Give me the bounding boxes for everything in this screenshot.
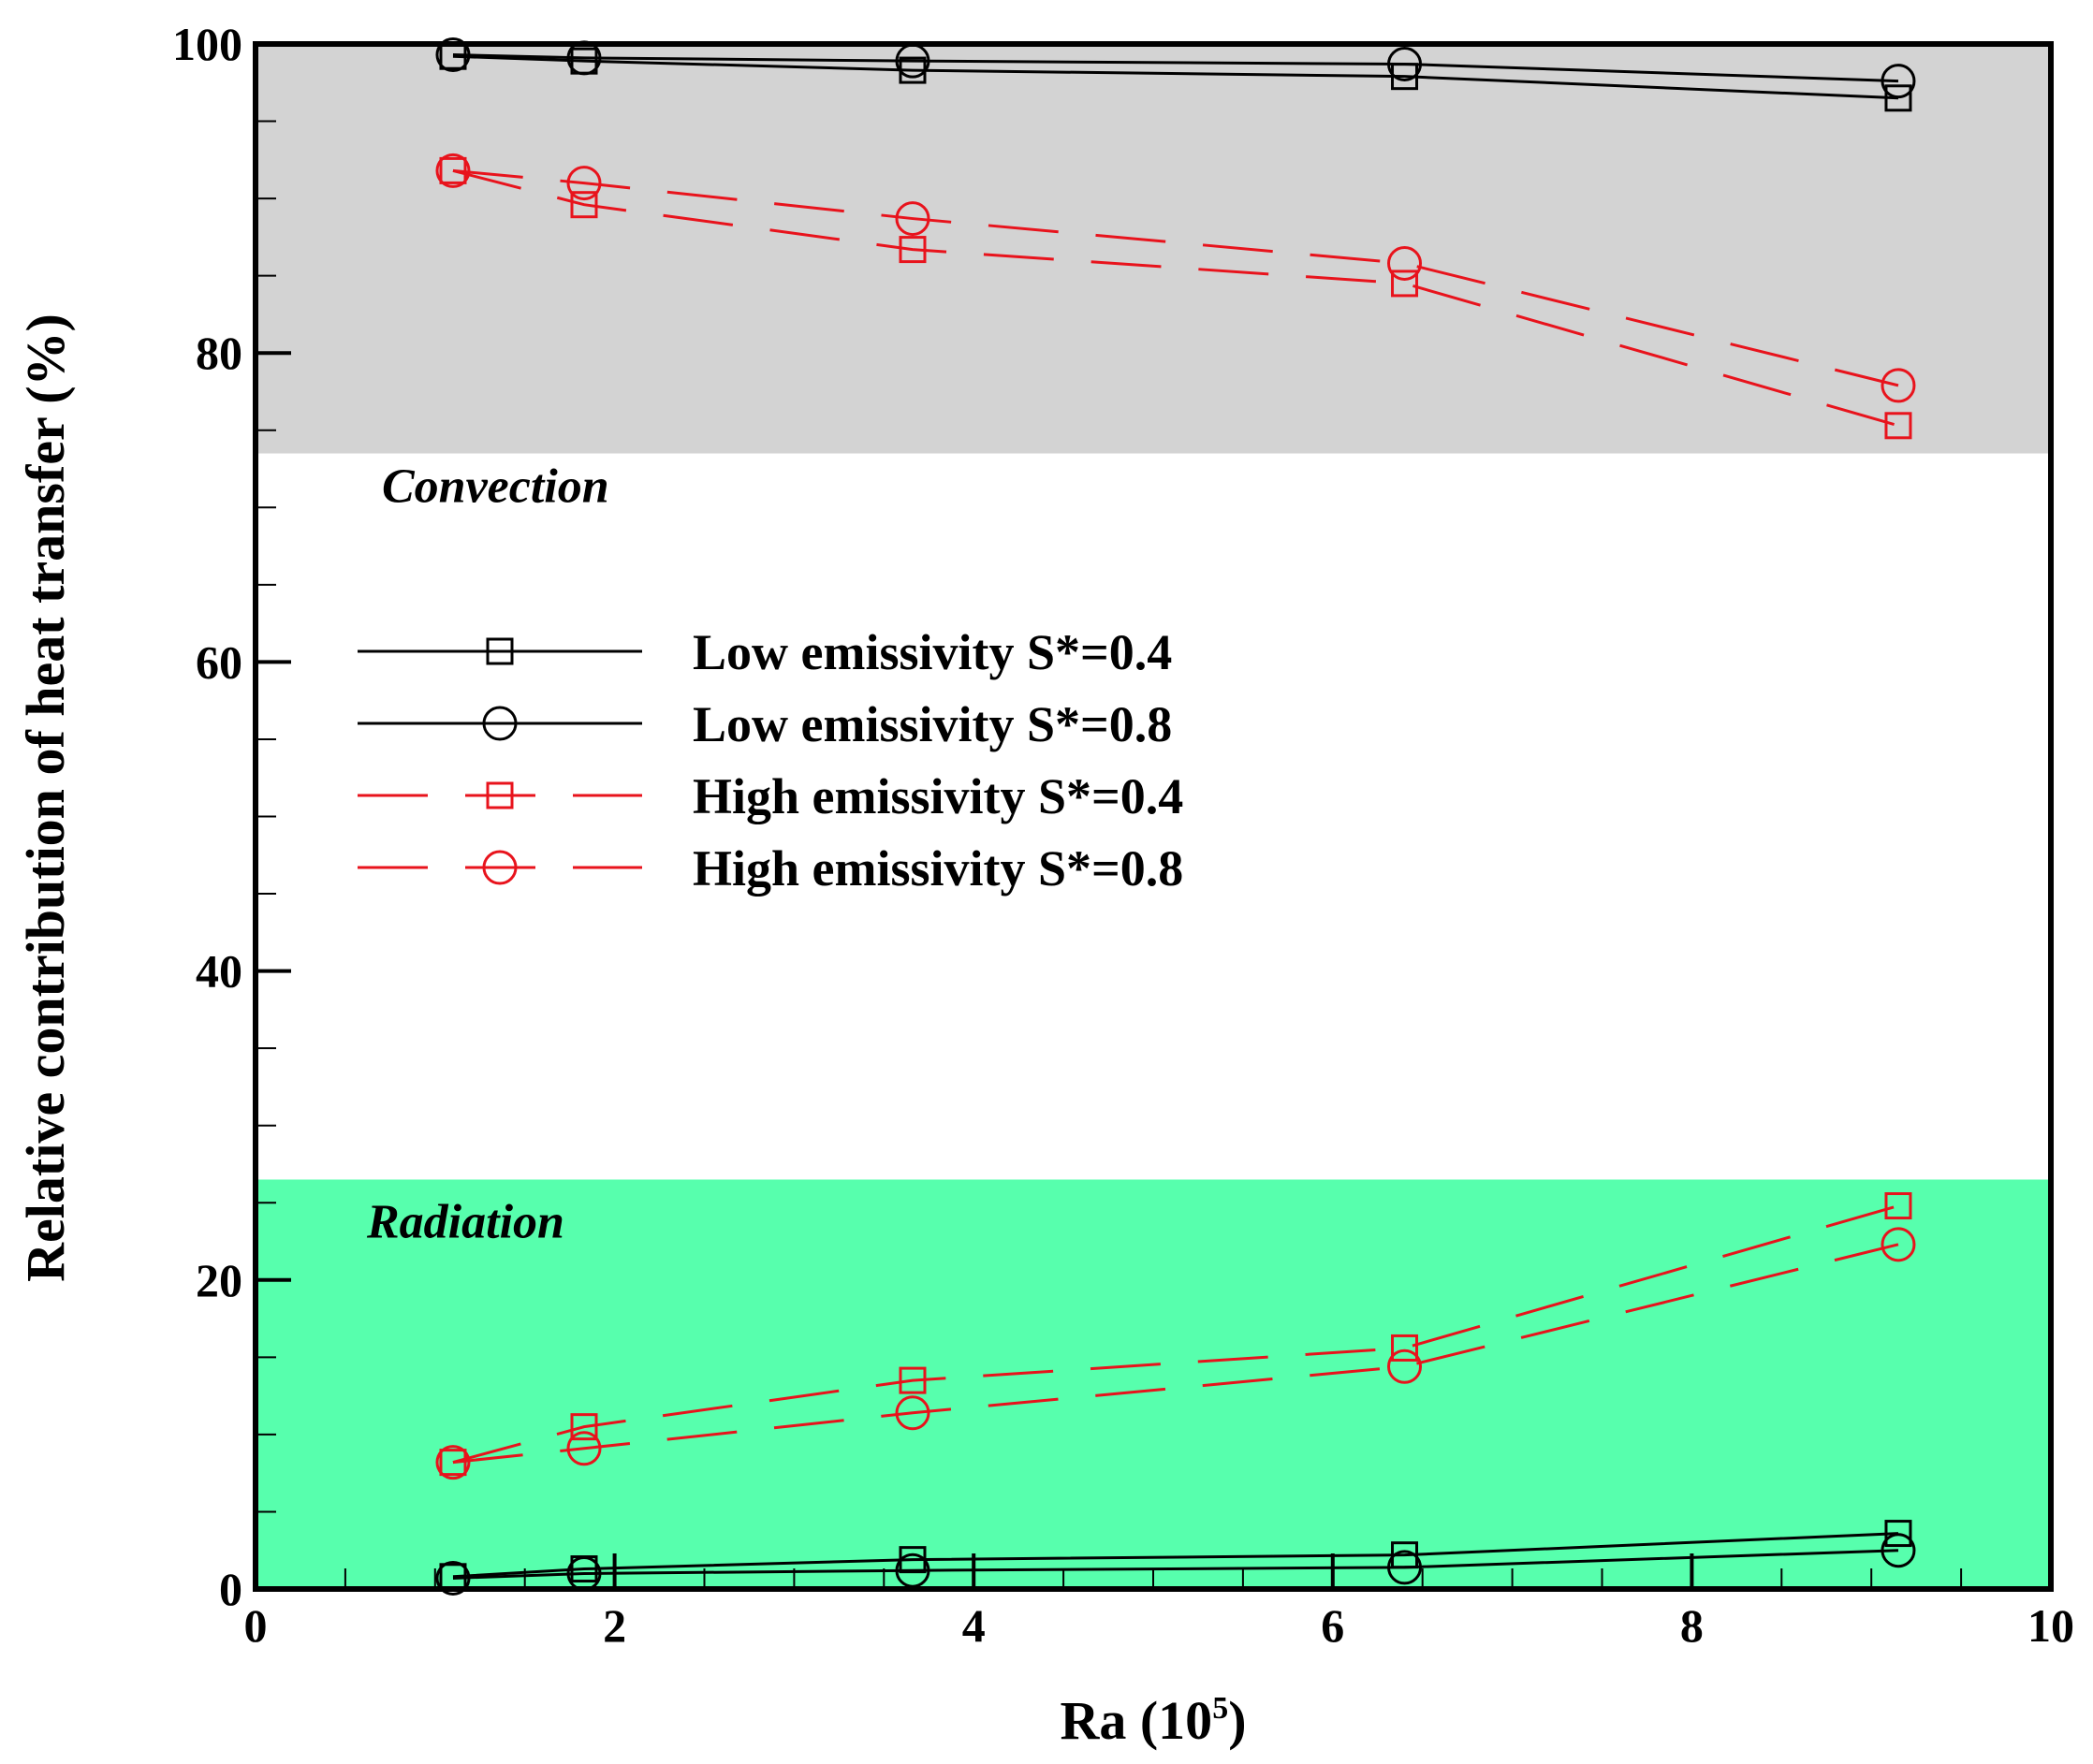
data-point-circle (435, 1560, 471, 1596)
data-point-square (1884, 1192, 1912, 1220)
region-labels: Convection Radiation (366, 460, 609, 1249)
data-point-square (1391, 1334, 1419, 1362)
plot-frame (253, 41, 2054, 1592)
y-tick-label: 0 (219, 1563, 242, 1615)
series-line (452, 1549, 1899, 1580)
series-high-emissivity-s-0-4-radiation (439, 1192, 1912, 1477)
legend-label: High emissivity S*=0.4 (693, 768, 1183, 824)
x-tick-label: 10 (2027, 1599, 2074, 1652)
legend-marker-circle (482, 706, 518, 741)
data-point-circle (435, 1445, 471, 1480)
x-tick-label: 8 (1680, 1599, 1704, 1652)
series-high-emissivity-s-0-4-convection (439, 156, 1912, 440)
series-line (452, 53, 1899, 83)
region-convection (256, 44, 2051, 454)
data-point-circle (1881, 368, 1916, 403)
x-tick-label: 6 (1321, 1599, 1344, 1652)
x-axis-title-main: Ra (10 (1060, 1690, 1212, 1751)
data-point-square (1884, 84, 1912, 112)
y-tick-label: 20 (196, 1254, 242, 1306)
legend-label: High emissivity S*=0.8 (693, 840, 1183, 897)
legend-label: Low emissivity S*=0.4 (693, 624, 1172, 680)
series-line (452, 1243, 1899, 1465)
series-line (452, 168, 1899, 387)
data-point-square (899, 236, 927, 264)
data-point-circle (1387, 245, 1423, 281)
data-point-circle (1387, 1349, 1423, 1384)
data-point-square (570, 1413, 598, 1441)
y-tick-label: 100 (172, 18, 242, 70)
data-point-circle (435, 153, 471, 188)
data-point-circle (895, 1395, 930, 1431)
region-label-radiation: Radiation (366, 1195, 564, 1248)
series-line (452, 1204, 1899, 1465)
x-tick-label: 4 (962, 1599, 986, 1652)
series-high-emissivity-s-0-8-radiation (435, 1227, 1916, 1480)
legend-marker-circle (482, 850, 518, 885)
legend-entry: High emissivity S*=0.8 (358, 840, 1183, 897)
series-line (452, 168, 1899, 428)
legend-marker-square (486, 781, 514, 809)
legend-marker-square (486, 637, 514, 665)
data-point-circle (895, 201, 930, 237)
series-line (452, 1532, 1899, 1579)
data-point-square (570, 191, 598, 219)
data-point-square (1884, 1520, 1912, 1548)
legend: Low emissivity S*=0.4 Low emissivity S*=0… (358, 624, 1183, 897)
x-axis-title-close: ) (1228, 1690, 1246, 1751)
data-point-circle (1881, 64, 1916, 99)
x-axis-title-exponent: 5 (1212, 1691, 1228, 1726)
x-tick-label: 0 (244, 1599, 268, 1652)
region-label-convection: Convection (382, 460, 609, 514)
data-point-circle (1881, 1533, 1916, 1568)
data-point-square (1391, 270, 1419, 298)
y-axis-title: Relative contribution of heat transfer (… (15, 313, 76, 1282)
y-tick-label: 40 (196, 945, 242, 998)
data-point-square (1884, 412, 1912, 440)
data-point-square (899, 1366, 927, 1394)
y-tick-label: 80 (196, 327, 242, 379)
x-tick-label: 2 (603, 1599, 626, 1652)
legend-entry: Low emissivity S*=0.8 (358, 696, 1172, 752)
data-point-circle (1387, 1550, 1423, 1585)
data-point-circle (1387, 46, 1423, 81)
x-axis-title: Ra (105) (1060, 1690, 1246, 1751)
legend-entry: High emissivity S*=0.4 (358, 768, 1183, 824)
data-point-circle (1881, 1227, 1916, 1262)
data-point-circle (566, 1431, 602, 1466)
series-high-emissivity-s-0-8-convection (435, 153, 1916, 403)
series-line (452, 54, 1899, 100)
y-tick-label: 60 (196, 635, 242, 688)
data-point-circle (566, 166, 602, 201)
legend-label: Low emissivity S*=0.8 (693, 696, 1172, 752)
legend-entry: Low emissivity S*=0.4 (358, 624, 1172, 680)
data-point-circle (435, 37, 471, 73)
tick-labels: 0 20 40 60 80 100 0 2 4 6 8 10 (172, 18, 2074, 1652)
minor-ticks (256, 120, 1963, 1589)
